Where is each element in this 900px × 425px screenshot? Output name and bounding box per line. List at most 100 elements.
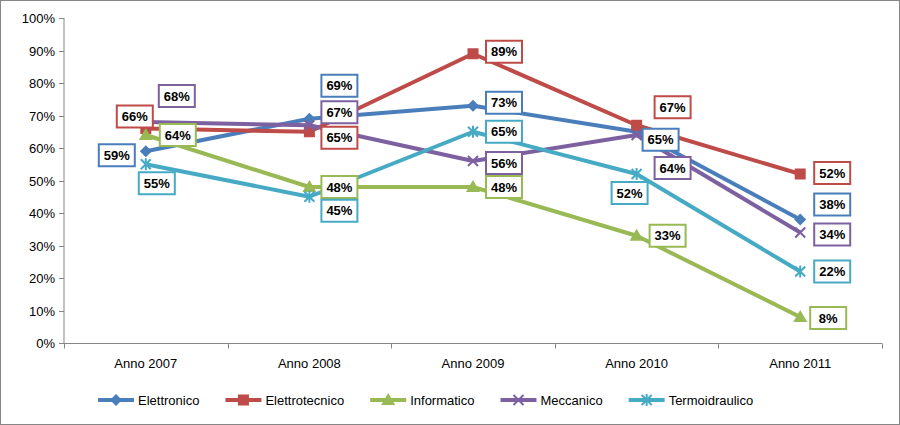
y-tick [59,83,64,84]
series-line [146,132,800,272]
marker [795,266,805,278]
legend-label: Meccanico [541,393,603,408]
x-tick-label: Anno 2008 [278,356,341,371]
y-tick-label: 20% [29,271,55,286]
data-label: 69% [326,78,352,93]
y-tick [59,181,64,182]
data-label: 45% [326,203,352,218]
y-tick [59,51,64,52]
y-tick [59,213,64,214]
x-tick [64,344,65,349]
data-label-box [321,75,357,97]
y-tick-label: 40% [29,206,55,221]
chart-frame [1,1,900,425]
data-label: 56% [491,156,517,171]
axes: 0%10%20%30%40%50%60%70%80%90%100%Anno 20… [22,11,883,371]
x-axis-line [64,343,882,344]
y-tick [59,343,64,344]
legend: Elettronico Elettrotecnico Informatico Mecc… [98,393,753,408]
x-tick [882,344,883,349]
data-label: 34% [819,227,845,242]
x-tick-label: Anno 2007 [114,356,177,371]
legend-marker [381,393,395,405]
data-label: 33% [655,228,681,243]
x-tick [228,344,229,349]
data-labels: 59%69%73%65%38%66%65%89%67%52%64%48%48%3… [99,41,850,329]
x-tick-label: Anno 2010 [605,356,668,371]
data-label-box [159,85,195,107]
y-tick [59,116,64,117]
y-tick-label: 30% [29,239,55,254]
marker [140,145,152,157]
data-label: 22% [819,264,845,279]
marker [467,100,479,112]
series [141,117,805,238]
data-label: 48% [326,180,352,195]
data-label: 89% [491,44,517,59]
data-label-box [486,152,522,174]
y-tick [59,311,64,312]
legend-marker [238,395,249,406]
data-label-box [321,101,357,123]
data-label: 64% [165,128,191,143]
data-label-box [655,157,691,179]
marker [468,126,478,138]
data-label: 64% [660,161,686,176]
marker [630,229,644,241]
data-label: 68% [164,89,190,104]
data-label-box [486,176,522,198]
data-label-box [139,172,175,194]
data-label: 59% [104,148,130,163]
x-tick-label: Anno 2011 [769,356,831,371]
legend-label: Informatico [410,393,474,408]
legend-marker [642,394,652,406]
data-label: 65% [326,130,352,145]
legend-marker [110,394,122,406]
series [140,48,805,179]
y-tick [59,278,64,279]
marker [794,214,806,226]
marker [304,120,314,130]
y-tick-label: 90% [29,44,55,59]
marker [631,120,642,131]
marker [304,191,314,203]
legend-label: Termoidraulico [669,393,754,408]
marker [303,113,315,125]
y-axis-line [64,18,65,343]
plot-area [139,48,807,322]
x-tick [391,344,392,349]
data-label-box [99,144,135,166]
y-tick [59,18,64,19]
y-tick-label: 80% [29,76,55,91]
data-label-box [321,127,357,149]
y-tick [59,246,64,247]
data-label-box [612,182,648,204]
y-tick-label: 70% [29,109,55,124]
marker [793,310,807,322]
legend-marker [514,395,524,405]
data-label-box [655,96,691,118]
data-label-box [814,194,850,216]
data-label: 8% [819,311,838,326]
marker [468,48,479,59]
marker [795,228,805,238]
series [139,128,807,322]
marker [795,169,806,180]
y-tick [59,148,64,149]
data-label: 52% [819,166,845,181]
data-label: 55% [144,176,170,191]
marker [466,180,480,192]
legend-label: Elettrotecnico [265,393,344,408]
data-label-box [321,200,357,222]
data-label: 65% [648,132,674,147]
data-label: 52% [617,186,643,201]
data-label-box [486,92,522,114]
marker [302,180,316,192]
series-line [146,54,800,174]
x-tick [555,344,556,349]
data-label-box [814,261,850,283]
series-line [146,135,800,317]
data-label: 73% [491,95,517,110]
legend-label: Elettronico [138,393,199,408]
y-tick-label: 0% [36,336,55,351]
